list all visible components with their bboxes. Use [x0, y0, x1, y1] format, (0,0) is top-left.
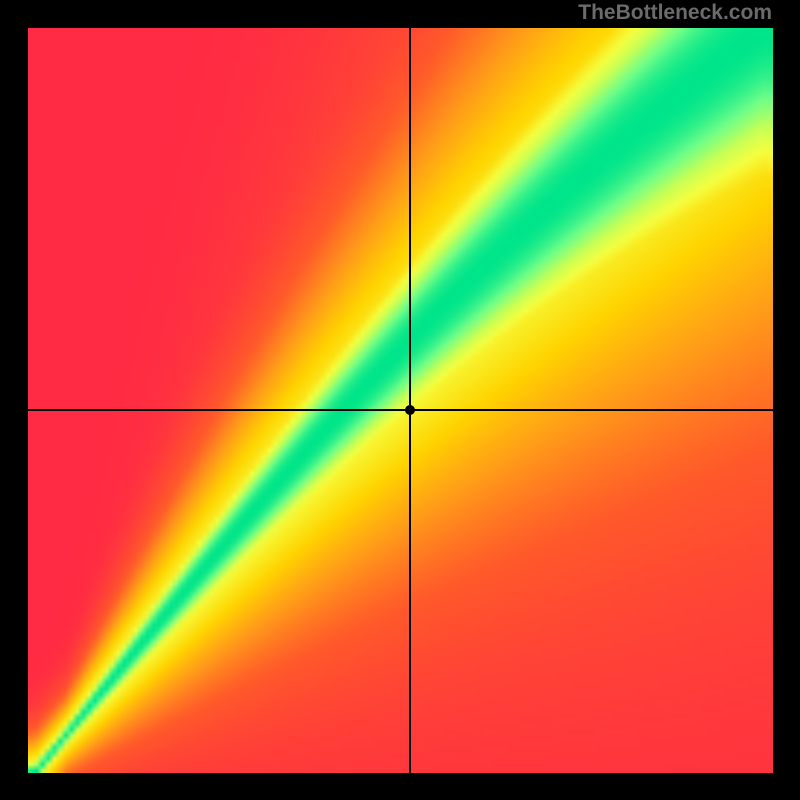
watermark-text: TheBottleneck.com — [578, 1, 772, 25]
crosshair-vertical — [409, 28, 411, 773]
crosshair-horizontal — [28, 409, 773, 411]
heatmap-canvas — [28, 28, 773, 773]
chart-container: TheBottleneck.com — [0, 0, 800, 800]
